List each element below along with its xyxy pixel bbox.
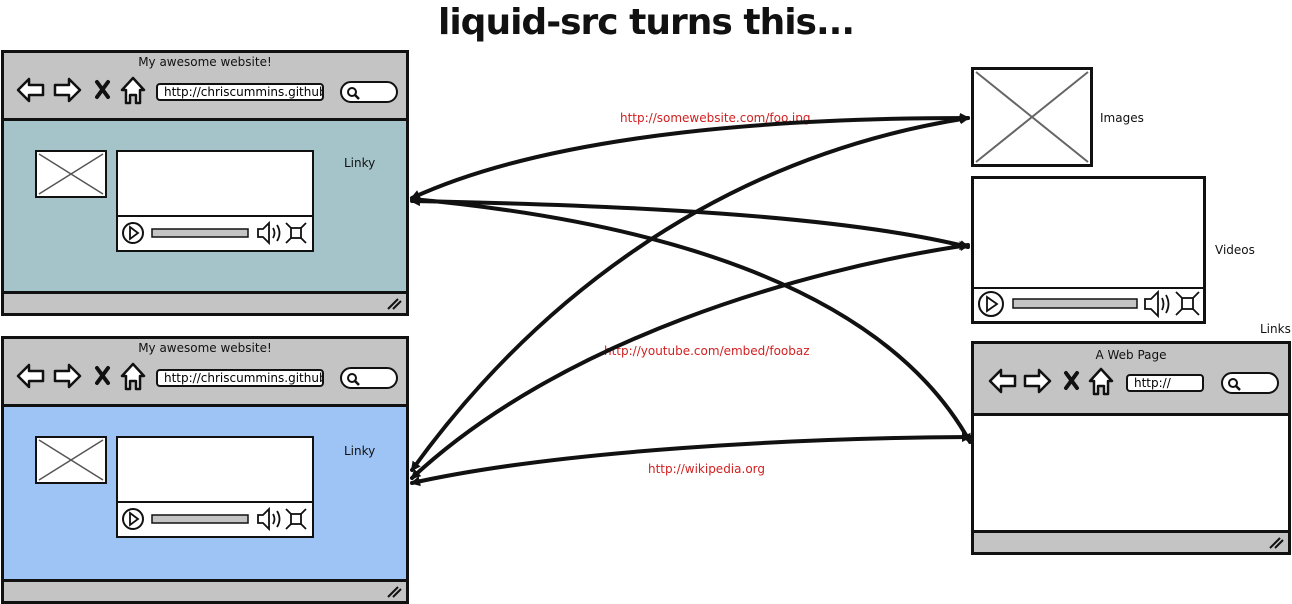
fullscreen-icon[interactable]	[285, 508, 307, 530]
back-arrow-icon[interactable]	[16, 363, 45, 389]
window-title: My awesome website!	[138, 55, 272, 69]
page-content: Linky	[4, 121, 406, 291]
image-placeholder-icon	[35, 150, 107, 198]
magnifier-icon	[347, 87, 360, 100]
link-label[interactable]: Linky	[344, 444, 376, 458]
video-url-label: http://youtube.com/embed/foobaz	[604, 344, 810, 358]
page-content	[974, 416, 1288, 530]
browser-chrome: My awesome website! http://chriscummins.…	[4, 339, 406, 407]
page-content: Linky	[4, 407, 406, 579]
home-icon[interactable]	[120, 362, 146, 391]
fullscreen-icon[interactable]	[1175, 291, 1200, 316]
stop-x-icon[interactable]	[95, 80, 110, 99]
forward-arrow-icon[interactable]	[53, 363, 82, 389]
video-player	[116, 150, 314, 252]
search-box[interactable]	[1221, 372, 1279, 394]
volume-icon[interactable]	[257, 506, 281, 532]
diagram-title: liquid-src turns this...	[438, 2, 855, 43]
play-button-icon[interactable]	[978, 291, 1004, 317]
home-icon[interactable]	[120, 76, 146, 105]
fullscreen-icon[interactable]	[285, 222, 307, 244]
links-label: Links	[1260, 322, 1291, 336]
magnifier-icon	[1228, 378, 1241, 391]
progress-bar[interactable]	[151, 514, 249, 524]
url-bar[interactable]: http://chriscummins.github.i	[156, 369, 324, 387]
resize-grip-icon[interactable]	[386, 585, 402, 599]
volume-icon[interactable]	[1144, 289, 1170, 319]
resize-grip-icon[interactable]	[386, 297, 402, 311]
status-bar	[4, 579, 406, 601]
images-label: Images	[1100, 111, 1144, 125]
arrow-window2-video	[410, 241, 970, 480]
resize-grip-icon[interactable]	[1268, 536, 1284, 550]
status-bar	[4, 291, 406, 313]
image-placeholder-icon	[35, 436, 107, 484]
arrow-window1-image	[410, 113, 970, 200]
webpage-target: A Web Page http://	[971, 341, 1291, 555]
search-box[interactable]	[340, 367, 398, 389]
link-label[interactable]: Linky	[344, 156, 376, 170]
window-title: A Web Page	[1095, 348, 1167, 362]
back-arrow-icon[interactable]	[16, 77, 45, 103]
browser-chrome: My awesome website! http://chriscummins.…	[4, 53, 406, 121]
back-arrow-icon[interactable]	[988, 368, 1017, 394]
image-target	[971, 67, 1093, 167]
video-target	[971, 176, 1206, 324]
url-bar[interactable]: http://chriscummins.github.i	[156, 83, 324, 101]
nav-icons	[988, 367, 1114, 396]
browser-window-2: My awesome website! http://chriscummins.…	[1, 336, 409, 604]
arrow-window2-image	[410, 114, 970, 472]
nav-icons	[16, 76, 146, 105]
status-bar	[974, 530, 1288, 552]
video-player	[116, 436, 314, 538]
browser-chrome: A Web Page http://	[974, 344, 1288, 416]
arrow-window2-webpage	[410, 432, 972, 487]
videos-label: Videos	[1215, 243, 1255, 257]
magnifier-icon	[347, 373, 360, 386]
window-title: My awesome website!	[138, 341, 272, 355]
arrow-window1-webpage	[410, 194, 972, 444]
home-icon[interactable]	[1088, 367, 1114, 396]
image-url-label: http://somewebsite.com/foo.jpg	[620, 111, 811, 125]
progress-bar[interactable]	[151, 228, 249, 238]
play-button-icon[interactable]	[122, 508, 144, 530]
stop-x-icon[interactable]	[95, 366, 110, 385]
search-box[interactable]	[340, 81, 398, 103]
browser-window-1: My awesome website! http://chriscummins.…	[1, 50, 409, 316]
stop-x-icon[interactable]	[1064, 371, 1079, 390]
forward-arrow-icon[interactable]	[53, 77, 82, 103]
forward-arrow-icon[interactable]	[1023, 368, 1052, 394]
play-button-icon[interactable]	[122, 222, 144, 244]
url-bar[interactable]: http://	[1126, 374, 1204, 392]
nav-icons	[16, 362, 146, 391]
volume-icon[interactable]	[257, 220, 281, 246]
progress-bar[interactable]	[1012, 298, 1138, 309]
link-url-label: http://wikipedia.org	[648, 462, 765, 476]
arrow-window1-video	[410, 196, 970, 250]
